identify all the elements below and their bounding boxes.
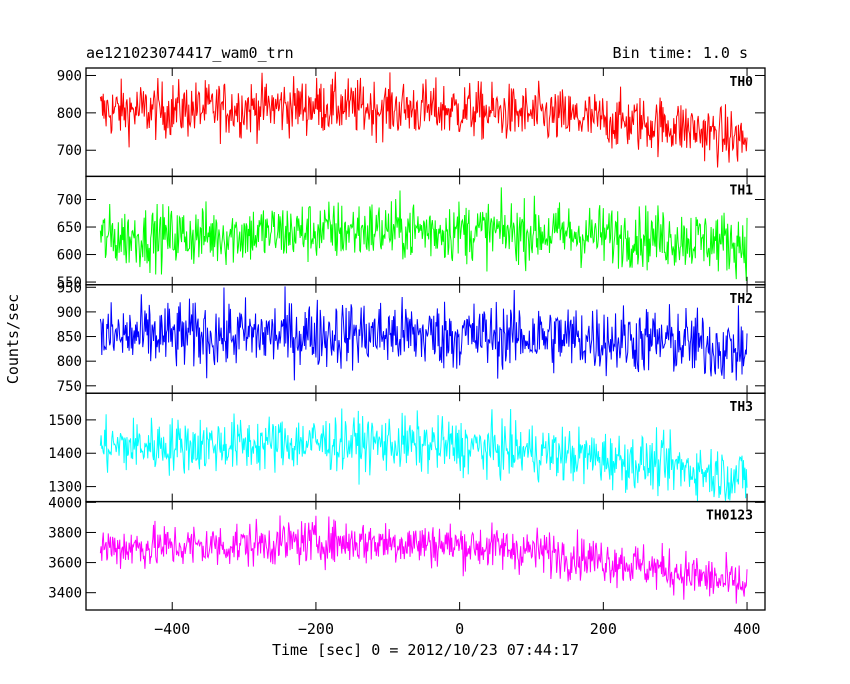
y-tick-label: 900 [57,68,82,84]
y-tick-label: 1400 [48,446,82,462]
x-tick-label: 0 [455,620,464,638]
y-tick-label: 950 [57,280,82,296]
y-tick-label: 800 [57,354,82,370]
x-tick-label: 400 [733,620,760,638]
panel-label-th0: TH0 [730,75,754,90]
y-tick-label: 3400 [48,586,82,602]
y-tick-label: 1300 [48,480,82,496]
y-tick-label: 3600 [48,556,82,572]
bin-time-label: Bin time: 1.0 s [612,44,748,62]
y-tick-label: 600 [57,248,82,264]
panel-label-th1: TH1 [730,183,754,198]
y-tick-label: 850 [57,330,82,346]
y-tick-label: 900 [57,305,82,321]
panel-label-th2: TH2 [730,292,753,307]
x-tick-label: −400 [154,620,190,638]
series-line-th2 [99,286,748,381]
y-tick-label: 550 [57,275,82,291]
y-tick-label: 700 [57,193,82,209]
series-line-th1 [99,187,748,281]
plot-title: ae121023074417_wam0_trn [86,44,294,62]
y-tick-label: 700 [57,143,82,159]
x-axis-label: Time [sec] 0 = 2012/10/23 07:44:17 [272,641,579,659]
panel-frame-th0123 [85,500,766,611]
panel-label-th3: TH3 [730,400,753,415]
panel-frame-th3 [85,392,766,503]
y-tick-label: 4000 [48,495,82,511]
series-line-th0 [99,71,748,168]
series-line-th0123 [99,515,748,604]
x-tick-label: −200 [298,620,334,638]
y-tick-label: 800 [57,106,82,122]
y-tick-label: 1500 [48,413,82,429]
series-line-th3 [99,408,748,502]
y-tick-label: 750 [57,379,82,395]
x-tick-label: 200 [590,620,617,638]
y-tick-label: 650 [57,220,82,236]
panel-label-th0123: TH0123 [706,509,753,524]
y-tick-label: 3800 [48,525,82,541]
y-axis-label: Counts/sec [4,294,22,384]
